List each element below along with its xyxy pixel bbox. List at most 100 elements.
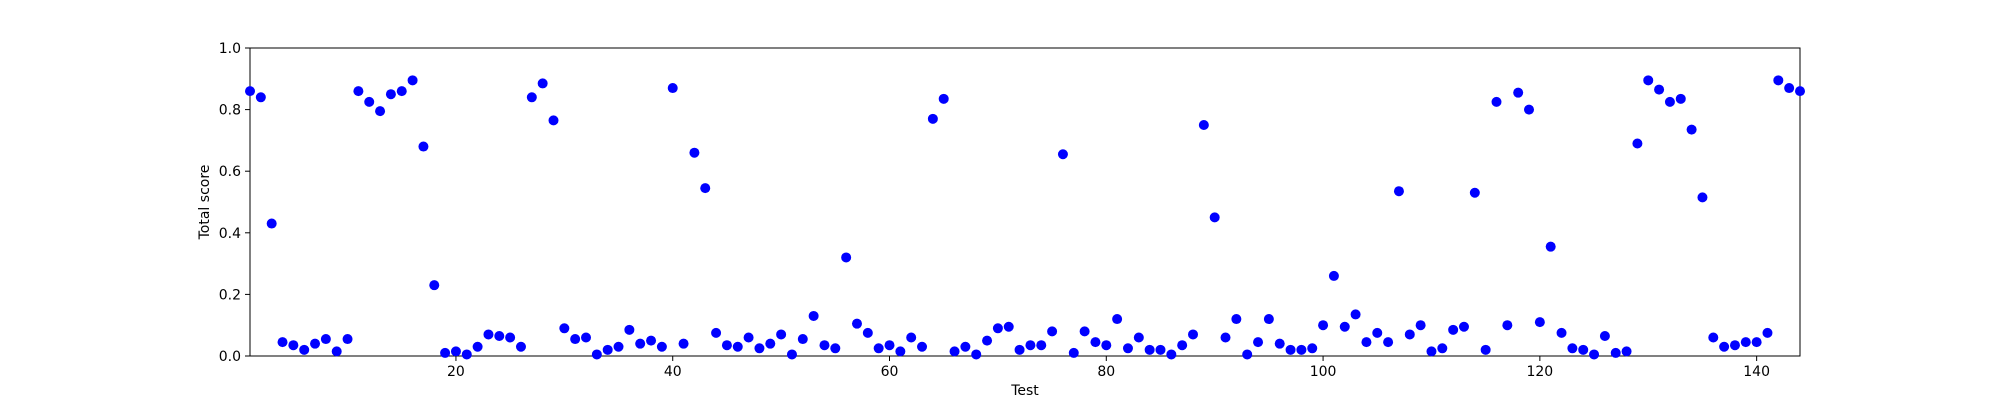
data-point: [927, 113, 938, 124]
data-point: [1361, 337, 1372, 348]
data-point: [830, 343, 841, 354]
data-point: [711, 327, 722, 338]
x-axis-label: Test: [1010, 383, 1039, 399]
data-point: [505, 332, 516, 343]
data-point: [1112, 314, 1123, 325]
data-point: [1654, 84, 1665, 95]
data-point: [418, 141, 429, 152]
y-axis-label: Total score: [197, 165, 213, 241]
data-point: [331, 346, 342, 357]
data-point: [1133, 332, 1144, 343]
data-point: [548, 115, 559, 126]
data-point: [472, 341, 483, 352]
data-point: [277, 337, 288, 348]
data-point: [1155, 344, 1166, 355]
data-point: [1578, 344, 1589, 355]
data-point: [1198, 120, 1209, 130]
data-point: [1448, 324, 1459, 335]
data-point: [982, 335, 993, 346]
x-tick-label: 60: [881, 364, 899, 380]
data-point: [1729, 340, 1740, 351]
data-point: [917, 341, 928, 352]
data-point: [841, 252, 852, 263]
data-point: [667, 83, 678, 94]
y-tick-label: 0.4: [219, 226, 241, 242]
data-point: [1458, 321, 1469, 332]
data-point: [1589, 349, 1600, 360]
data-point: [526, 92, 537, 103]
data-point: [624, 324, 635, 335]
data-point: [1242, 349, 1253, 360]
data-point: [700, 183, 711, 194]
data-point: [1426, 346, 1437, 357]
data-point: [483, 329, 494, 340]
data-point: [255, 92, 266, 103]
data-point: [635, 338, 646, 349]
data-point: [266, 218, 277, 229]
y-tick-label: 0.6: [219, 164, 241, 180]
data-point: [1263, 314, 1274, 325]
data-point: [602, 344, 613, 355]
data-point: [1719, 341, 1730, 352]
data-point: [884, 340, 895, 351]
x-tick-label: 80: [1097, 364, 1115, 380]
data-point: [1144, 344, 1155, 355]
data-point: [1415, 320, 1426, 331]
data-point: [1220, 332, 1231, 343]
x-tick-label: 20: [447, 364, 465, 380]
data-point: [1599, 330, 1610, 341]
data-point: [895, 346, 906, 357]
data-point: [1502, 320, 1513, 331]
data-point: [743, 332, 754, 343]
data-point: [1751, 337, 1762, 348]
data-point: [1664, 96, 1675, 107]
data-point: [1480, 344, 1491, 355]
y-tick-label: 0.0: [219, 349, 241, 365]
data-point: [450, 346, 461, 357]
data-point: [797, 334, 808, 345]
data-point: [375, 106, 386, 117]
data-point: [732, 341, 743, 352]
data-point: [992, 323, 1003, 334]
plot-frame: [249, 47, 1801, 357]
y-tick-label: 0.8: [219, 103, 241, 119]
data-point: [906, 332, 917, 343]
data-point: [808, 310, 819, 321]
data-point: [1318, 320, 1329, 331]
data-point: [1090, 337, 1101, 348]
data-point: [515, 341, 526, 352]
data-point: [646, 335, 657, 346]
data-point: [429, 280, 440, 291]
data-point: [1296, 344, 1307, 355]
data-point: [1469, 187, 1480, 198]
data-point: [678, 338, 689, 349]
data-point: [288, 340, 299, 351]
data-point: [1740, 337, 1751, 348]
x-axis: 20 40 60 80 100 120 140: [447, 356, 1770, 380]
data-point: [1079, 326, 1090, 337]
data-point: [1328, 270, 1339, 281]
data-point: [570, 334, 581, 345]
data-point: [299, 344, 310, 355]
data-point: [342, 334, 353, 345]
data-point: [1556, 327, 1567, 338]
data-point: [1372, 327, 1383, 338]
data-point: [1047, 326, 1058, 337]
data-point: [440, 347, 451, 358]
data-point: [1253, 337, 1264, 348]
data-point: [385, 89, 396, 100]
data-point: [1307, 343, 1318, 354]
data-point: [1524, 104, 1535, 115]
data-point: [461, 349, 472, 360]
data-point: [396, 86, 407, 97]
x-tick-label: 120: [1526, 364, 1553, 380]
x-tick-label: 100: [1310, 364, 1337, 380]
data-point: [245, 86, 255, 97]
data-point: [1101, 340, 1112, 351]
data-point: [938, 93, 949, 104]
data-point: [960, 341, 971, 352]
data-point: [1122, 343, 1133, 354]
data-point: [1209, 212, 1220, 223]
